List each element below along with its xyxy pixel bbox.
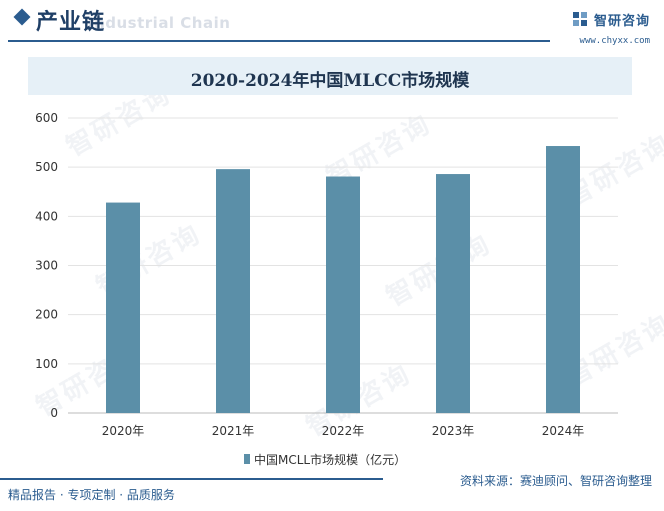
brand-name: 智研咨询: [593, 14, 650, 29]
x-tick-label: 2021年: [212, 424, 255, 438]
chart-title: 2020-2024年中国MLCC市场规模: [190, 71, 470, 91]
y-tick-label: 300: [35, 259, 58, 273]
y-tick-label: 100: [35, 357, 58, 371]
y-tick-label: 0: [50, 406, 58, 420]
x-tick-label: 2023年: [432, 424, 475, 438]
legend-swatch: [244, 454, 250, 464]
bar: [326, 176, 360, 413]
header: Industrial Chain 产业链 智研咨询 www.chyxx.com: [0, 0, 664, 48]
x-tick-label: 2020年: [102, 424, 145, 438]
header-divider: [8, 40, 550, 42]
x-tick-label: 2024年: [542, 424, 585, 438]
y-tick-label: 600: [35, 111, 58, 125]
y-tick-label: 400: [35, 209, 58, 223]
header-title-en: Industrial Chain: [88, 14, 231, 32]
y-tick-label: 500: [35, 160, 58, 174]
bar: [546, 146, 580, 413]
x-tick-label: 2022年: [322, 424, 365, 438]
bar: [106, 202, 140, 413]
brand-logo-icon: [572, 12, 587, 26]
chart-title-band: 2020-2024年中国MLCC市场规模: [28, 57, 632, 95]
bar: [436, 174, 470, 413]
bar: [216, 169, 250, 413]
brand: 智研咨询 www.chyxx.com: [572, 10, 650, 46]
y-tick-label: 200: [35, 308, 58, 322]
legend-label: 中国MCLL市场规模（亿元）: [254, 452, 406, 467]
brand-url: www.chyxx.com: [579, 36, 650, 46]
header-title: 产业链: [36, 10, 106, 35]
footer-divider: [0, 478, 383, 480]
footer-tagline: 精品报告 · 专项定制 · 品质服务: [8, 488, 175, 502]
data-source: 资料来源：赛迪顾问、智研咨询整理: [459, 474, 652, 488]
